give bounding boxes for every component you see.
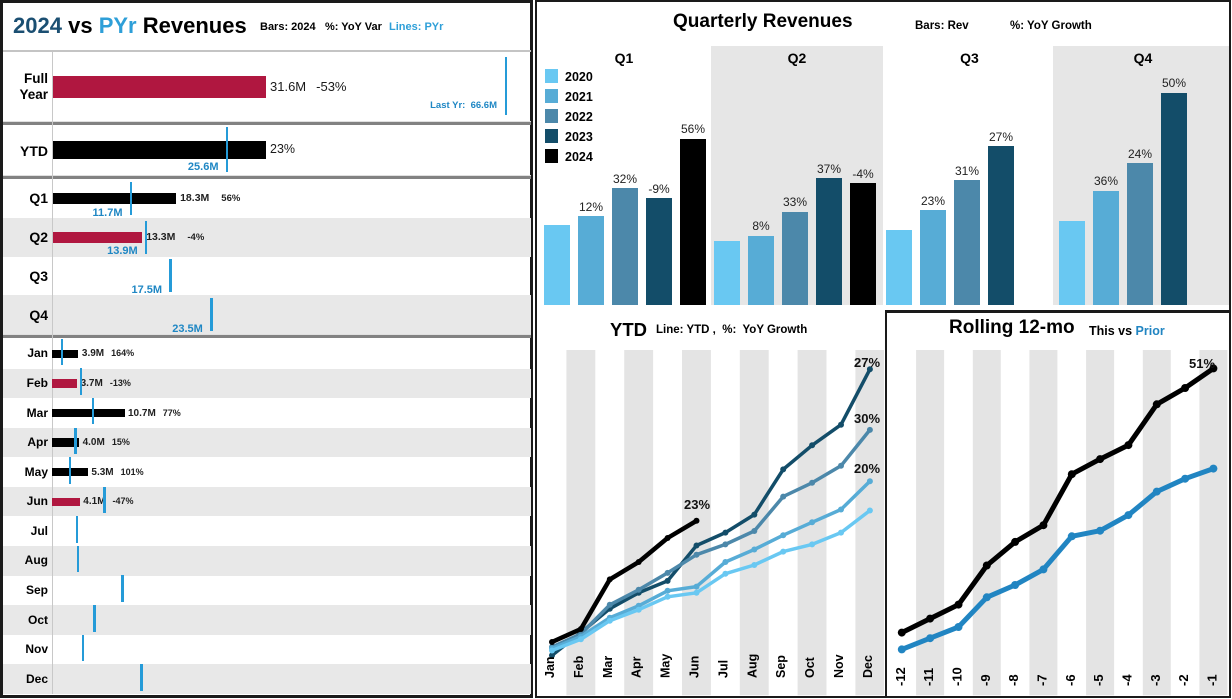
- svg-text:May: May: [659, 654, 673, 678]
- svg-text:-5: -5: [1091, 674, 1106, 686]
- svg-text:51%: 51%: [1189, 356, 1215, 371]
- svg-text:-1: -1: [1204, 674, 1219, 686]
- svg-text:-6: -6: [1063, 674, 1078, 686]
- svg-text:-4: -4: [1119, 674, 1134, 686]
- svg-text:Sep: Sep: [774, 655, 788, 678]
- svg-text:Apr: Apr: [630, 656, 644, 678]
- svg-text:-11: -11: [921, 668, 936, 686]
- svg-text:Aug: Aug: [745, 654, 759, 678]
- svg-text:Mar: Mar: [601, 656, 615, 678]
- svg-text:Feb: Feb: [572, 655, 586, 678]
- svg-text:Jan: Jan: [543, 656, 557, 678]
- svg-text:20%: 20%: [854, 461, 880, 476]
- svg-text:-9: -9: [978, 674, 993, 686]
- svg-text:Nov: Nov: [832, 654, 846, 678]
- svg-text:Jun: Jun: [688, 656, 702, 678]
- svg-text:-7: -7: [1034, 674, 1049, 686]
- svg-text:30%: 30%: [854, 411, 880, 426]
- svg-text:-8: -8: [1006, 674, 1021, 686]
- svg-text:Jul: Jul: [716, 660, 730, 678]
- svg-text:23%: 23%: [684, 497, 710, 512]
- svg-text:-12: -12: [893, 667, 908, 686]
- svg-text:Dec: Dec: [861, 655, 875, 678]
- svg-text:27%: 27%: [854, 355, 880, 370]
- svg-text:-3: -3: [1148, 674, 1163, 686]
- svg-text:-10: -10: [950, 667, 965, 686]
- svg-text:Oct: Oct: [803, 656, 817, 678]
- svg-text:-2: -2: [1176, 674, 1191, 686]
